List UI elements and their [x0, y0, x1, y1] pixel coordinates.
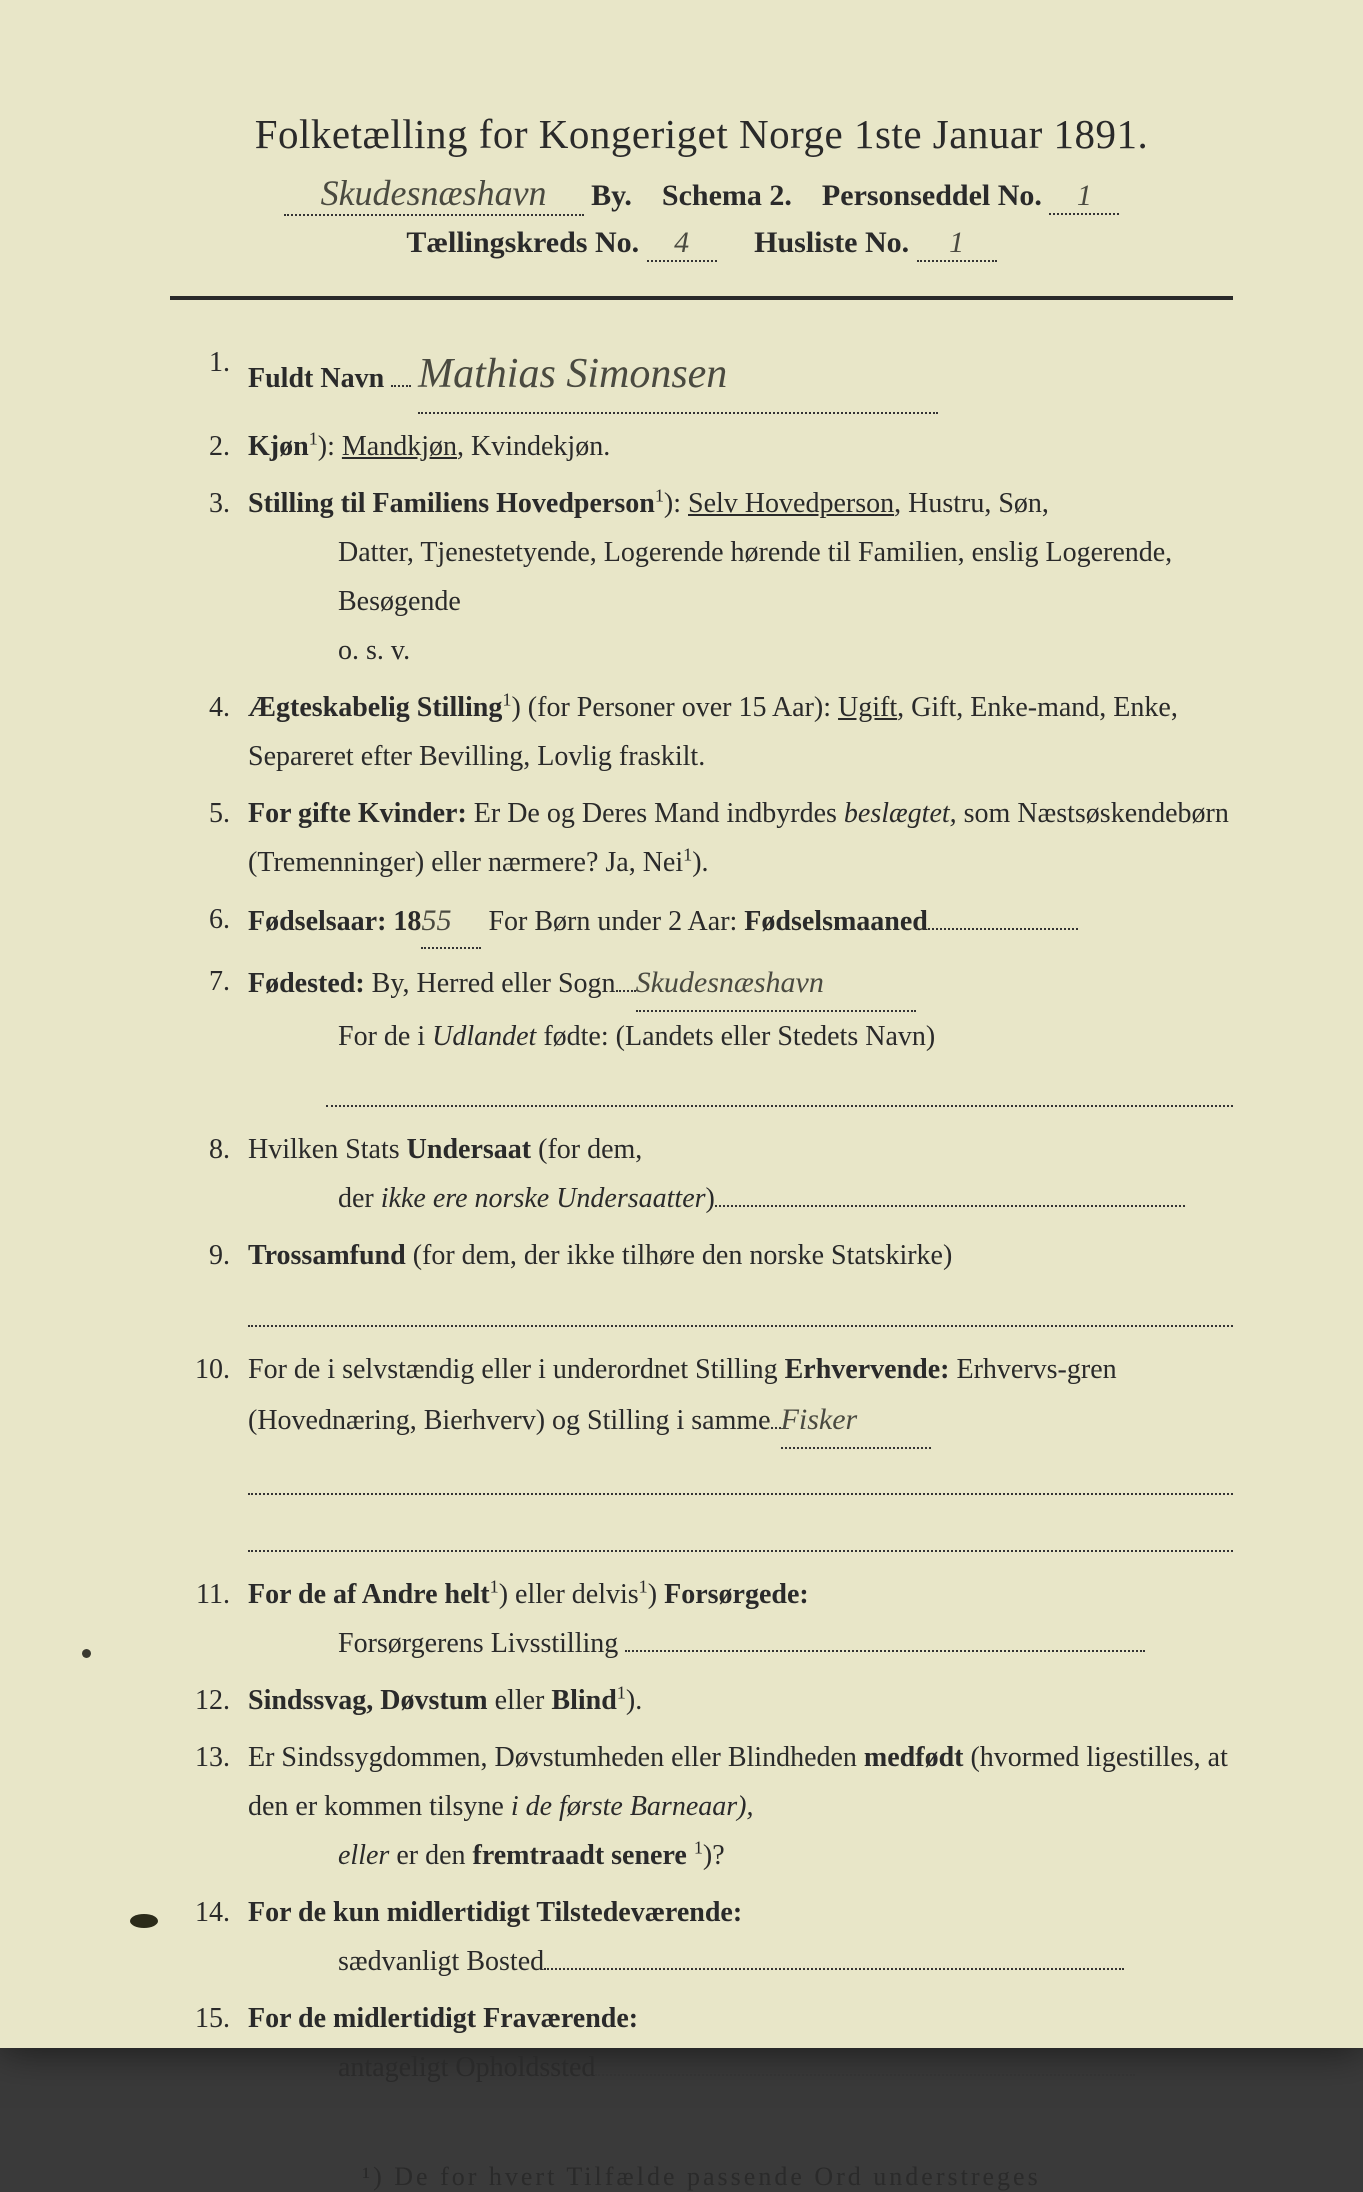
item-num: 5.: [170, 789, 248, 887]
item-body: Hvilken Stats Undersaat (for dem, der ik…: [248, 1125, 1233, 1223]
label-sindssvag: Sindssvag, Døvstum: [248, 1685, 488, 1716]
label-fodselsaar: Fødselsaar: 18: [248, 906, 421, 937]
item-5: 5. For gifte Kvinder: Er De og Deres Man…: [170, 789, 1233, 887]
item-body: For gifte Kvinder: Er De og Deres Mand i…: [248, 789, 1233, 887]
item-num: 2.: [170, 422, 248, 471]
item-body: For de kun midlertidigt Tilstedeværende:…: [248, 1888, 1233, 1986]
text-datter: Datter, Tjenestetyende, Logerende hørend…: [248, 528, 1233, 626]
item-num: 9.: [170, 1231, 248, 1337]
census-form-page: Folketælling for Kongeriget Norge 1ste J…: [0, 0, 1363, 2048]
value-mandkjon: Mandkjøn: [342, 431, 457, 462]
page-title: Folketælling for Kongeriget Norge 1ste J…: [170, 110, 1233, 158]
item-body: Sindssvag, Døvstum eller Blind1).: [248, 1676, 1233, 1725]
value-occupation: Fisker: [781, 1394, 931, 1449]
item-body: Fuldt Navn Mathias Simonsen: [248, 338, 1233, 414]
value-ugift: Ugift: [838, 692, 897, 723]
item-14: 14. For de kun midlertidigt Tilstedevære…: [170, 1888, 1233, 1986]
blank-line: [248, 1449, 1233, 1496]
blank-line: [326, 1061, 1233, 1108]
tellingskreds-no: 4: [647, 226, 717, 262]
label-fravaerende: For de midlertidigt Fraværende:: [248, 2003, 638, 2034]
item-body: Ægteskabelig Stilling1) (for Personer ov…: [248, 683, 1233, 781]
ink-dot: [82, 1649, 91, 1658]
item-num: 15.: [170, 1994, 248, 2092]
item-body: Kjøn1): Mandkjøn, Kvindekjøn.: [248, 422, 1233, 471]
item-15: 15. For de midlertidigt Fraværende: anta…: [170, 1994, 1233, 2092]
label-erhvervende: Erhvervende:: [785, 1354, 950, 1385]
label-aegteskab: Ægteskabelig Stilling: [248, 692, 502, 723]
schema-label: Schema 2.: [662, 179, 792, 212]
label-blind: Blind: [551, 1685, 616, 1716]
item-body: Trossamfund (for dem, der ikke tilhøre d…: [248, 1231, 1233, 1337]
husliste-no: 1: [917, 226, 997, 262]
label-undersaat: Undersaat: [407, 1134, 531, 1165]
text-osv: o. s. v.: [248, 626, 1233, 675]
item-num: 1.: [170, 338, 248, 414]
by-label: By.: [591, 179, 632, 212]
label-fodselsmaaned: Fødselsmaaned: [744, 906, 928, 937]
blank-line: [248, 1280, 1233, 1327]
item-num: 8.: [170, 1125, 248, 1223]
label-fuldt-navn: Fuldt Navn: [248, 363, 384, 394]
item-body: Fødested: By, Herred eller SognSkudesnæs…: [248, 957, 1233, 1117]
item-12: 12. Sindssvag, Døvstum eller Blind1).: [170, 1676, 1233, 1725]
divider: [170, 296, 1233, 300]
item-num: 12.: [170, 1676, 248, 1725]
text-hustru: , Hustru, Søn,: [894, 488, 1049, 519]
label-forsorgede-b: Forsørgede:: [664, 1579, 809, 1610]
item-3: 3. Stilling til Familiens Hovedperson1):…: [170, 479, 1233, 675]
item-num: 10.: [170, 1345, 248, 1562]
label-fremtraadt: fremtraadt senere: [473, 1840, 687, 1871]
item-num: 14.: [170, 1888, 248, 1986]
subtitle-row-1: Skudesnæshavn By. Schema 2. Personseddel…: [170, 172, 1233, 216]
item-10: 10. For de i selvstændig eller i underor…: [170, 1345, 1233, 1562]
label-gifte-kvinder: For gifte Kvinder:: [248, 798, 467, 829]
blank-line: [248, 1505, 1233, 1552]
personseddel-no: 1: [1049, 179, 1119, 215]
item-7: 7. Fødested: By, Herred eller SognSkudes…: [170, 957, 1233, 1117]
footnote: ¹) De for hvert Tilfælde passende Ord un…: [170, 2162, 1233, 2192]
personseddel-label: Personseddel No.: [822, 179, 1042, 212]
value-hovedperson: Selv Hovedperson: [688, 488, 894, 519]
item-body: For de af Andre helt1) eller delvis1) Fo…: [248, 1570, 1233, 1668]
value-name: Mathias Simonsen: [418, 338, 938, 414]
label-forsorgede-a: For de af Andre helt: [248, 1579, 490, 1610]
text-kvindekjon: , Kvindekjøn.: [457, 431, 610, 462]
subtitle-row-2: Tællingskreds No. 4 Husliste No. 1: [170, 226, 1233, 262]
item-6: 6. Fødselsaar: 1855 For Børn under 2 Aar…: [170, 895, 1233, 950]
value-year: 55: [421, 895, 481, 950]
husliste-label: Husliste No.: [754, 226, 909, 259]
city-handwritten: Skudesnæshavn: [284, 172, 584, 216]
tellingskreds-label: Tællingskreds No.: [406, 226, 639, 259]
form-items: 1. Fuldt Navn Mathias Simonsen 2. Kjøn1)…: [170, 338, 1233, 2092]
label-tilstedevarende: For de kun midlertidigt Tilstedeværende:: [248, 1897, 742, 1928]
item-num: 6.: [170, 895, 248, 950]
value-fodested: Skudesnæshavn: [636, 957, 916, 1012]
label-kjon: Kjøn: [248, 431, 309, 462]
item-body: Fødselsaar: 1855 For Børn under 2 Aar: F…: [248, 895, 1233, 950]
item-body: For de i selvstændig eller i underordnet…: [248, 1345, 1233, 1562]
ink-spot: [130, 1914, 158, 1928]
label-medfodt: medfødt: [864, 1742, 964, 1773]
item-body: Stilling til Familiens Hovedperson1): Se…: [248, 479, 1233, 675]
item-num: 7.: [170, 957, 248, 1117]
item-num: 11.: [170, 1570, 248, 1668]
item-num: 3.: [170, 479, 248, 675]
item-1: 1. Fuldt Navn Mathias Simonsen: [170, 338, 1233, 414]
label-fodested: Fødested:: [248, 968, 365, 999]
item-body: For de midlertidigt Fraværende: antageli…: [248, 1994, 1233, 2092]
item-num: 13.: [170, 1733, 248, 1880]
item-num: 4.: [170, 683, 248, 781]
item-8: 8. Hvilken Stats Undersaat (for dem, der…: [170, 1125, 1233, 1223]
label-stilling: Stilling til Familiens Hovedperson: [248, 488, 655, 519]
item-4: 4. Ægteskabelig Stilling1) (for Personer…: [170, 683, 1233, 781]
item-13: 13. Er Sindssygdommen, Døvstumheden elle…: [170, 1733, 1233, 1880]
item-2: 2. Kjøn1): Mandkjøn, Kvindekjøn.: [170, 422, 1233, 471]
item-body: Er Sindssygdommen, Døvstumheden eller Bl…: [248, 1733, 1233, 1880]
label-trossamfund: Trossamfund: [248, 1240, 406, 1271]
item-9: 9. Trossamfund (for dem, der ikke tilhør…: [170, 1231, 1233, 1337]
item-11: 11. For de af Andre helt1) eller delvis1…: [170, 1570, 1233, 1668]
